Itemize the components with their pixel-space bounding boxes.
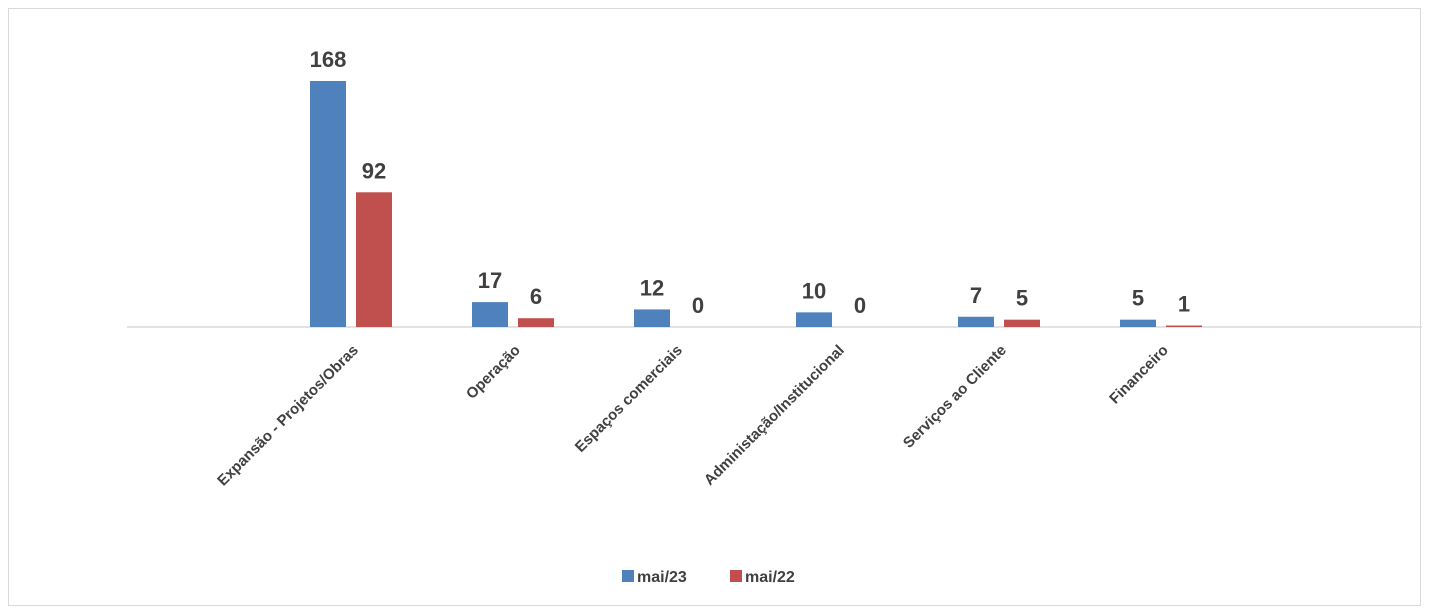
bar-mai22	[1166, 325, 1202, 327]
category-label: Espaços comerciais	[572, 342, 686, 456]
bar-mai23	[958, 316, 994, 327]
category-label: Serviços ao Cliente	[900, 342, 1010, 452]
data-label: 168	[310, 47, 347, 72]
bar-mai23	[1120, 319, 1156, 327]
bar-mai22	[1004, 319, 1040, 327]
data-label: 12	[640, 275, 664, 300]
bar-mai23	[472, 302, 508, 327]
bar-mai23	[310, 81, 346, 327]
chart-frame	[8, 8, 1421, 606]
legend-label: mai/22	[745, 569, 795, 586]
category-label: Administação/Institucional	[701, 342, 848, 489]
category-label: Operação	[463, 342, 524, 403]
legend-swatch-mai23	[622, 570, 634, 582]
data-label: 7	[970, 283, 982, 308]
bar-mai22	[518, 318, 554, 327]
data-label: 1	[1178, 292, 1190, 317]
legend-swatch-mai22	[730, 570, 742, 582]
data-label: 0	[854, 293, 866, 318]
bar-mai23	[634, 309, 670, 327]
data-label: 5	[1016, 286, 1028, 311]
data-label: 5	[1132, 286, 1144, 311]
category-label: Financeiro	[1106, 342, 1172, 408]
data-label: 92	[362, 158, 386, 183]
data-label: 0	[692, 293, 704, 318]
bar-mai22	[356, 192, 392, 327]
data-label: 17	[478, 268, 502, 293]
bar-mai23	[796, 312, 832, 327]
data-label: 10	[802, 278, 826, 303]
category-label: Expansão - Projetos/Obras	[214, 342, 362, 490]
data-label: 6	[530, 284, 542, 309]
legend-label: mai/23	[637, 569, 687, 586]
